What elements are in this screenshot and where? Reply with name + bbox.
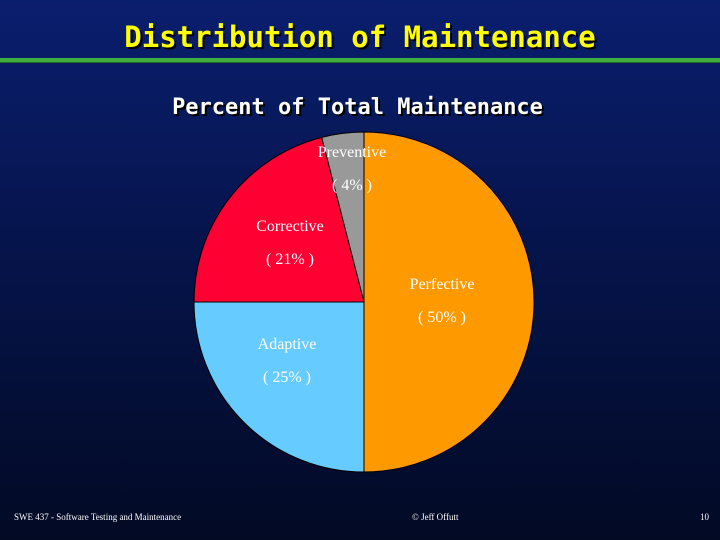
title-divider bbox=[0, 58, 720, 63]
slice-name-label: Preventive bbox=[318, 144, 386, 161]
pie-slice-perfective bbox=[363, 131, 535, 473]
footer-course: SWE 437 - Software Testing and Maintenan… bbox=[14, 512, 182, 522]
page-number: 10 bbox=[700, 512, 709, 522]
slice-percent-label: ( 50% ) bbox=[418, 309, 466, 326]
pie-slice-corrective bbox=[193, 136, 365, 303]
pie-slice-adaptive bbox=[193, 301, 365, 473]
slice-percent-label: ( 4% ) bbox=[332, 177, 372, 194]
slice-percent-label: ( 25% ) bbox=[263, 369, 311, 386]
slice-name-label: Corrective bbox=[256, 218, 324, 235]
footer-copyright: © Jeff Offutt bbox=[412, 512, 459, 522]
slice-percent-label: ( 21% ) bbox=[266, 251, 314, 268]
pie-slice-preventive bbox=[321, 131, 365, 303]
slice-name-label: Adaptive bbox=[258, 336, 317, 353]
slice-name-label: Perfective bbox=[410, 276, 475, 293]
pie-slices bbox=[193, 131, 535, 473]
slide-title: Distribution of Maintenance bbox=[124, 20, 596, 54]
chart-title: Percent of Total Maintenance bbox=[172, 95, 543, 120]
pie-labels: Perfective ( 50% ) Adaptive ( 25% ) Correcti… bbox=[256, 144, 474, 386]
